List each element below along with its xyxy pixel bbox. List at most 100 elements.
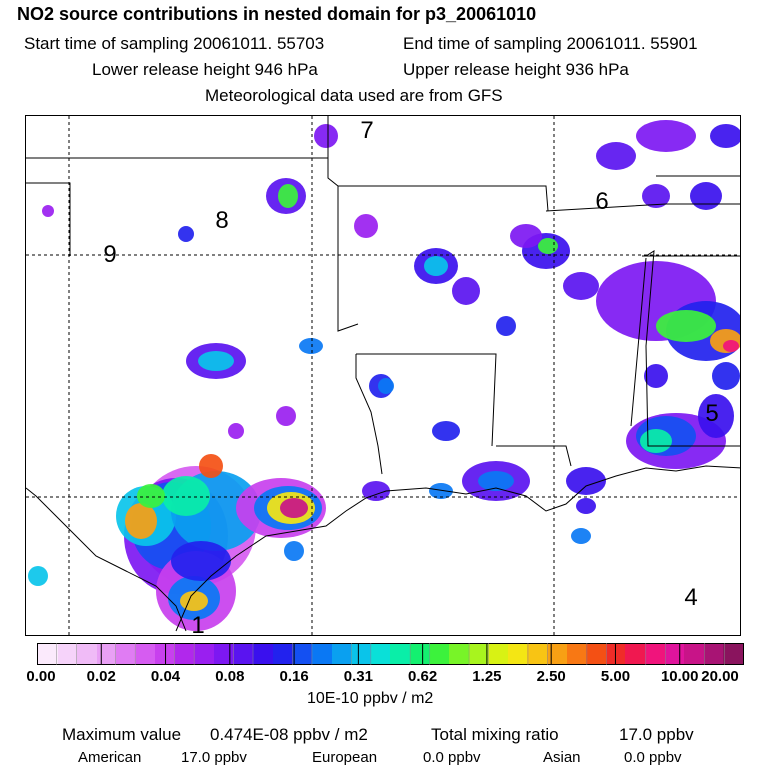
concentration-map: 1 4 5 6 7 8 9 — [25, 115, 741, 636]
plume-patch — [354, 214, 378, 238]
plume-patch — [563, 272, 599, 300]
color-scale-cell — [703, 644, 724, 664]
color-scale-cell — [390, 644, 410, 664]
color-scale-cell — [507, 644, 528, 664]
plume-patch — [698, 394, 734, 438]
asian-value: 0.0 ppbv — [624, 749, 682, 766]
color-scale-tick-label: 1.25 — [472, 668, 502, 685]
plume-patch — [644, 364, 668, 388]
state-boundaries — [26, 116, 740, 475]
color-scale-cell — [135, 644, 156, 664]
end-time: End time of sampling 20061011. 55901 — [403, 34, 698, 53]
plume-patch — [362, 481, 390, 501]
plume-patch — [314, 124, 338, 148]
plume-patch — [690, 182, 722, 210]
plume-patch — [656, 310, 716, 342]
plume-patch — [712, 362, 740, 390]
color-scale-tick-label: 0.16 — [279, 668, 309, 685]
color-scale-cell — [233, 644, 254, 664]
plume-patch — [723, 340, 739, 352]
color-scale-cell — [77, 644, 97, 664]
color-scale-cell — [664, 644, 685, 664]
plume-patch — [496, 316, 516, 336]
lower-release-height: Lower release height 946 hPa — [92, 60, 318, 79]
color-scale-cell — [214, 644, 234, 664]
color-scale-cell — [644, 644, 665, 664]
plume-patch — [538, 238, 558, 254]
met-data-note: Meteorological data used are from GFS — [205, 86, 503, 105]
plume-patch — [137, 484, 165, 508]
color-scale-cell — [468, 644, 489, 664]
plume-patch — [299, 338, 323, 354]
color-scale-cell — [57, 644, 78, 664]
plume-patch — [378, 378, 394, 394]
color-scale-cell — [488, 644, 508, 664]
plume-patch — [576, 498, 596, 514]
color-scale-cell — [351, 644, 371, 664]
color-scale-tick-label: 0.04 — [150, 668, 181, 685]
color-scale-tick-label: 0.62 — [408, 668, 438, 685]
plume-patch — [432, 421, 460, 441]
color-scale-cell — [429, 644, 450, 664]
european-value: 0.0 ppbv — [423, 749, 481, 766]
plume-patch — [642, 184, 670, 208]
american-label: American — [78, 749, 142, 766]
region-label-1: 1 — [191, 612, 205, 636]
lat-lon-gridlines — [26, 116, 740, 635]
plume-patch — [162, 476, 210, 516]
plume-patch — [424, 256, 448, 276]
color-scale-cell — [409, 644, 430, 664]
color-scale-cell — [155, 644, 176, 664]
color-scale-tick-label: 20.00 — [701, 668, 739, 685]
asian-label: Asian — [543, 749, 581, 766]
color-scale-cell — [586, 644, 606, 664]
color-scale-cell — [527, 644, 548, 664]
plume-patch — [429, 483, 453, 499]
total-mixing-ratio-label: Total mixing ratio — [431, 725, 559, 744]
plume-patch — [280, 498, 308, 518]
plume-patch — [125, 503, 157, 539]
plume-patch — [478, 471, 514, 491]
start-time: Start time of sampling 20061011. 55703 — [24, 34, 325, 53]
color-scale-tick-label: 10.00 — [660, 668, 699, 685]
plume-patch — [452, 277, 480, 305]
map-title: NO2 source contributions in nested domai… — [17, 4, 537, 24]
color-scale-tick-label: 5.00 — [600, 668, 631, 685]
color-scale-cell — [547, 644, 567, 664]
plume-patch — [640, 429, 672, 453]
color-scale-units: 10E-10 ppbv / m2 — [307, 690, 434, 707]
plume-patch — [571, 528, 591, 544]
plume-patch — [42, 205, 54, 217]
map-canvas — [26, 116, 740, 635]
color-scale-cell — [625, 644, 645, 664]
color-scale-tick-label: 0.00 — [26, 668, 56, 685]
plume-patch — [284, 541, 304, 561]
color-scale-cell — [331, 644, 352, 664]
plume-patch — [178, 226, 194, 242]
color-scale-cell — [175, 644, 195, 664]
plume-patch — [171, 541, 231, 581]
region-label-6: 6 — [595, 188, 609, 215]
max-value-label: Maximum value — [62, 725, 182, 744]
color-scale-cell — [312, 644, 332, 664]
region-label-5: 5 — [705, 400, 719, 427]
total-mixing-ratio-value: 17.0 ppbv — [619, 725, 694, 744]
plume-patch — [278, 184, 298, 208]
plume-patch — [596, 142, 636, 170]
region-label-7: 7 — [360, 117, 374, 144]
color-scale-cell — [370, 644, 391, 664]
color-scale-tick-label: 0.31 — [343, 668, 373, 685]
plume-patch — [276, 406, 296, 426]
plume-patch — [228, 423, 244, 439]
color-scale-cell — [116, 644, 136, 664]
plume-patch — [199, 454, 223, 478]
plume-patch — [710, 124, 740, 148]
color-scale-cell — [253, 644, 273, 664]
american-value: 17.0 ppbv — [181, 749, 247, 766]
region-label-4: 4 — [684, 584, 698, 611]
plume-patch — [566, 467, 606, 495]
color-scale-cell — [723, 644, 743, 664]
upper-release-height: Upper release height 936 hPa — [403, 60, 629, 79]
color-scale-tick-label: 2.50 — [536, 668, 566, 685]
color-scale-cell — [272, 644, 293, 664]
